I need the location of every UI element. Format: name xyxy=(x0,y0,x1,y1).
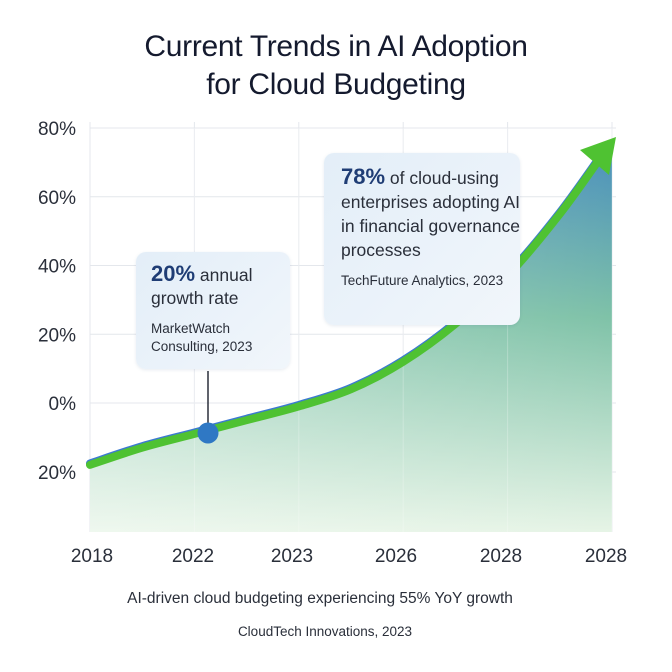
callout-annual-growth: 20% annual growth rate MarketWatch Consu… xyxy=(136,252,290,369)
trend-line xyxy=(86,145,610,469)
y-tick-label: 80% xyxy=(38,119,76,140)
x-tick-label: 2018 xyxy=(71,546,113,567)
footer-headline: AI-driven cloud budgeting experiencing 5… xyxy=(127,590,513,607)
x-axis: 2018 2022 2023 2026 2028 2028 xyxy=(71,546,627,567)
y-tick-label: 20% xyxy=(38,325,76,346)
x-tick-label: 2026 xyxy=(375,546,417,567)
footer-source: CloudTech Innovations, 2023 xyxy=(237,624,413,639)
chart-title: Current Trends in AI Adoption for Cloud … xyxy=(0,28,672,104)
callout-enterprise-adoption: 78% of cloud-using enterprises adopting … xyxy=(324,153,520,325)
y-tick-label: 60% xyxy=(38,188,76,209)
callout-annual-growth-body: annual growth rate xyxy=(151,265,253,308)
callout-enterprise-adoption-highlight: 78% xyxy=(341,164,386,189)
callout-annual-growth-source: MarketWatch Consulting, 2023 xyxy=(151,321,253,354)
y-tick-label: 40% xyxy=(38,257,76,278)
chart-title-line2: for Cloud Budgeting xyxy=(206,68,466,101)
callout-enterprise-adoption-text: 78% of cloud-using enterprises adopting … xyxy=(341,165,520,262)
y-tick-label: 20% xyxy=(38,463,76,484)
area-highlight xyxy=(90,141,612,532)
chart-title-line1: Current Trends in AI Adoption xyxy=(144,30,528,63)
callout-annual-growth-highlight: 20% xyxy=(151,261,196,286)
x-tick-label: 2028 xyxy=(480,546,522,567)
x-tick-label: 2023 xyxy=(271,546,313,567)
callout-annual-growth-text: 20% annual growth rate xyxy=(151,262,290,310)
y-axis: 80% 60% 40% 20% 0% 20% xyxy=(38,119,76,484)
data-point-marker xyxy=(197,422,219,444)
x-tick-label: 2022 xyxy=(172,546,214,567)
callout-enterprise-adoption-source: TechFuture Analytics, 2023 xyxy=(341,273,504,288)
trend-arrow-head-icon xyxy=(580,137,616,175)
x-tick-label: 2028 xyxy=(585,546,627,567)
y-tick-label: 0% xyxy=(49,394,77,415)
line-layer xyxy=(86,137,616,469)
callout-enterprise-adoption-body: of cloud-using enterprises adopting AI i… xyxy=(341,168,521,260)
